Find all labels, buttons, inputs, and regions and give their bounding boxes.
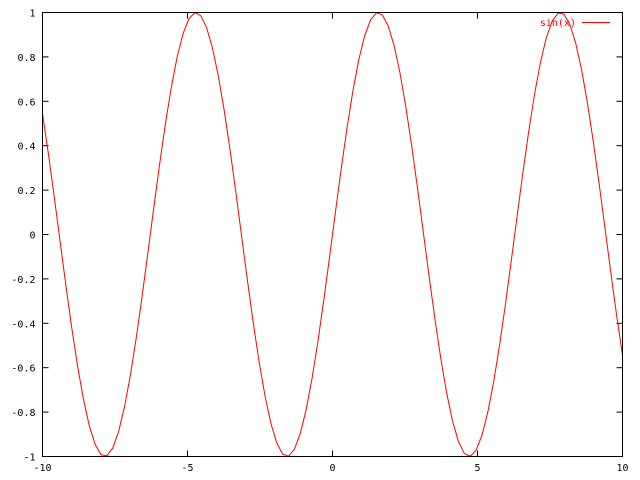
y-tick-label: 1 [29, 9, 35, 20]
legend-label: sin(x) [540, 18, 576, 29]
y-tick-label: -0.8 [11, 408, 35, 419]
y-tick-label: -0.2 [11, 275, 35, 286]
y-tick-label: 0.4 [17, 142, 35, 153]
y-tick-label: 0.6 [17, 97, 35, 108]
series-line-sin [42, 12, 623, 457]
x-tick-label: -10 [33, 463, 51, 474]
y-tick-label: 0 [29, 231, 35, 242]
x-tick-label: 10 [616, 463, 628, 474]
y-tick-label: -0.4 [11, 319, 35, 330]
y-tick-label: -0.6 [11, 364, 35, 375]
x-tick-label: 5 [474, 463, 480, 474]
y-tick-label: -1 [23, 453, 35, 464]
x-tick-label: 0 [329, 463, 335, 474]
y-tick-label: 0.2 [17, 186, 35, 197]
plot-border [42, 12, 623, 457]
tick-labels: -1 -0.8 -0.6 -0.4 -0.2 0 0.2 0.4 0.6 0.8 1 -10 -5 0 5 1… [11, 9, 628, 475]
x-tick-label: -5 [181, 463, 193, 474]
legend: sin(x) [540, 18, 610, 29]
y-tick-label: 0.8 [17, 53, 35, 64]
